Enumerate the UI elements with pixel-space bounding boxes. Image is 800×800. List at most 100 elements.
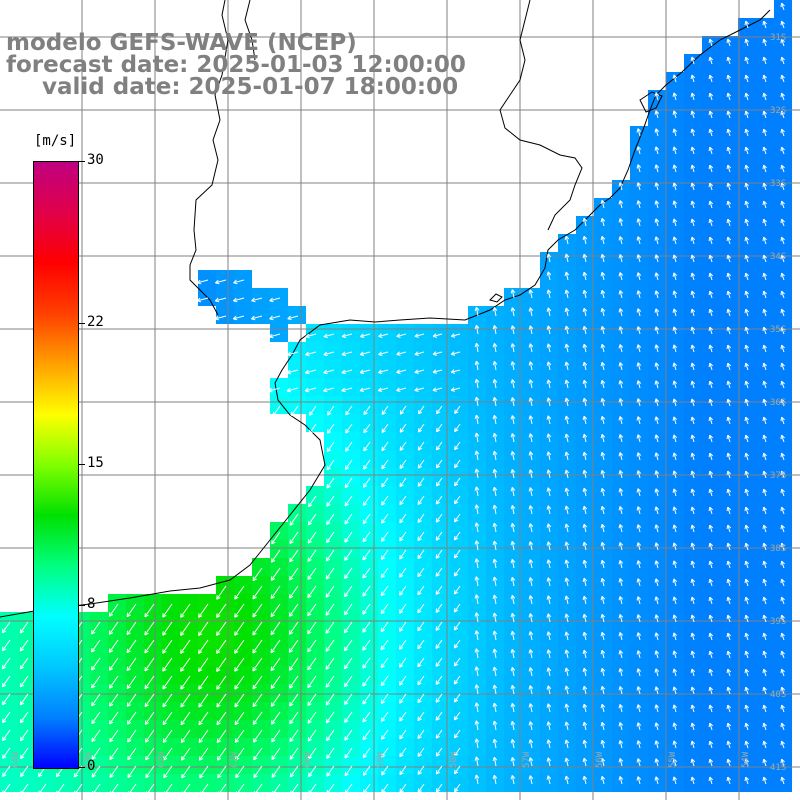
wind-speed-cell [612, 522, 630, 540]
wind-speed-cell [18, 738, 36, 756]
wind-speed-cell [738, 234, 756, 252]
wind-arrow [636, 470, 642, 479]
wind-arrow [654, 488, 660, 497]
wind-speed-cell [738, 378, 756, 396]
wind-arrow [432, 333, 443, 338]
wind-arrow [636, 308, 642, 317]
wind-speed-cell [522, 684, 540, 702]
wind-arrow [708, 542, 714, 551]
wind-arrow [377, 387, 389, 393]
wind-arrow [744, 578, 749, 587]
wind-speed-cell [702, 594, 720, 612]
wind-arrow [762, 326, 767, 335]
wind-arrow [510, 343, 516, 353]
wind-speed-cell [558, 468, 576, 486]
wind-speed-cell [378, 378, 396, 396]
wind-arrow [492, 720, 498, 731]
wind-arrow [417, 639, 425, 650]
wind-speed-cell [396, 576, 414, 594]
wind-speed-cell [738, 594, 756, 612]
wind-arrow [474, 540, 480, 551]
wind-speed-cell [756, 18, 774, 36]
wind-arrow [198, 657, 209, 672]
wind-speed-cell [648, 306, 666, 324]
wind-arrow [362, 729, 371, 741]
wind-speed-cell [198, 684, 216, 702]
wind-speed-cell [342, 756, 360, 774]
wind-speed-cell [684, 756, 702, 774]
wind-arrow [528, 487, 534, 497]
wind-arrow [600, 379, 606, 389]
wind-speed-cell [774, 126, 792, 144]
wind-speed-cell [756, 684, 774, 702]
wind-arrow [288, 639, 299, 653]
wind-speed-cell [378, 702, 396, 720]
wind-speed-cell [414, 504, 432, 522]
wind-speed-cell [234, 702, 252, 720]
wind-arrow [359, 369, 371, 375]
wind-speed-cell [558, 720, 576, 738]
wind-speed-cell [666, 126, 684, 144]
wind-arrow [762, 398, 767, 407]
wind-speed-cell [630, 576, 648, 594]
wind-speed-cell [684, 684, 702, 702]
wind-arrow [362, 513, 371, 525]
wind-arrow [198, 747, 209, 761]
wind-arrow [690, 614, 696, 623]
wind-speed-cell [18, 666, 36, 684]
wind-speed-cell [666, 720, 684, 738]
wind-arrow [435, 639, 443, 649]
colorbar-label: 15 [87, 455, 104, 471]
wind-arrow [708, 578, 714, 587]
wind-arrow [672, 506, 678, 515]
wind-speed-cell [522, 378, 540, 396]
wind-arrow [269, 315, 281, 321]
wind-arrow [326, 441, 335, 453]
wind-speed-cell [702, 90, 720, 108]
wind-speed-cell [630, 396, 648, 414]
wind-arrow [510, 757, 516, 767]
wind-arrow [363, 423, 371, 434]
wind-speed-cell [648, 630, 666, 648]
wind-speed-cell [648, 684, 666, 702]
wind-arrow [307, 747, 317, 760]
wind-arrow [654, 272, 660, 281]
wind-arrow [109, 711, 119, 725]
wind-speed-cell [288, 360, 306, 378]
wind-arrow [435, 567, 443, 577]
wind-speed-cell [504, 648, 522, 666]
wind-arrow [636, 236, 642, 245]
wind-arrow [762, 254, 767, 263]
wind-speed-cell [108, 774, 126, 792]
wind-speed-cell [774, 144, 792, 162]
wind-speed-cell [702, 378, 720, 396]
wind-speed-cell [360, 558, 378, 576]
wind-arrow [528, 685, 534, 695]
wind-arrow [654, 434, 660, 443]
wind-arrow [762, 290, 767, 299]
wind-arrow [399, 657, 407, 668]
wind-arrow [216, 747, 227, 761]
wind-speed-cell [396, 324, 414, 342]
wind-speed-cell [756, 234, 774, 252]
wind-speed-cell [684, 198, 702, 216]
wind-arrow [672, 74, 678, 83]
wind-speed-cell [90, 720, 108, 738]
wind-speed-cell [774, 720, 792, 738]
wind-arrow [762, 632, 767, 641]
lagoon-outline [639, 91, 663, 113]
wind-speed-cell [720, 756, 738, 774]
wind-arrow [600, 361, 606, 371]
wind-speed-cell [360, 450, 378, 468]
wind-speed-cell [486, 720, 504, 738]
wind-speed-cell [522, 288, 540, 306]
wind-arrow [381, 477, 389, 488]
wind-arrow [268, 369, 281, 375]
wind-arrow [214, 297, 227, 303]
wind-arrow [726, 596, 732, 605]
wind-arrow [180, 675, 191, 690]
wind-speed-cell [702, 702, 720, 720]
wind-speed-cell [324, 738, 342, 756]
wind-arrow [454, 783, 461, 793]
wind-speed-cell [576, 306, 594, 324]
